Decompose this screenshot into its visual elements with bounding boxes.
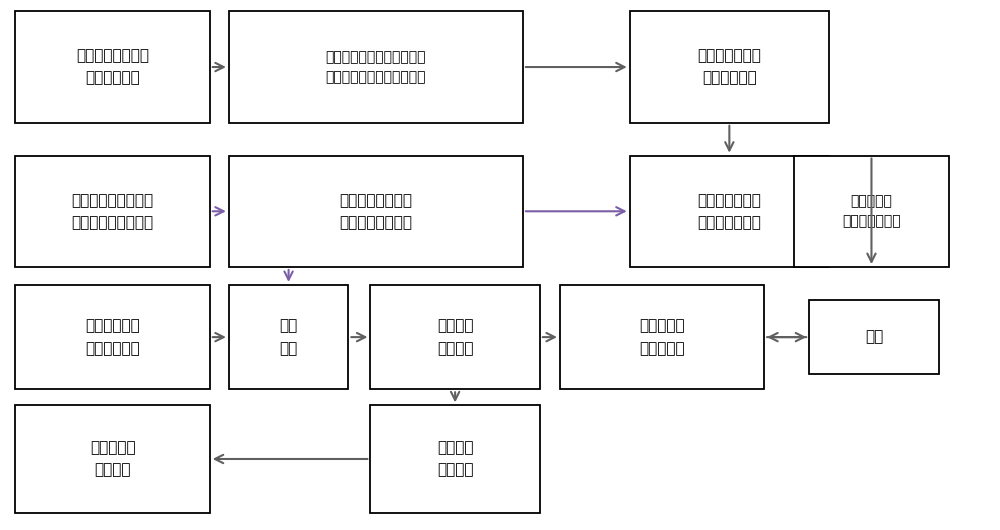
Bar (229, 156, 523, 267)
Text: 粒度符合特定分
布方程的浆料: 粒度符合特定分 布方程的浆料 (697, 48, 761, 86)
Bar (229, 285, 348, 390)
Text: 网带式干燥
机气流干燥: 网带式干燥 机气流干燥 (639, 319, 685, 356)
Bar (15, 285, 210, 390)
Bar (630, 11, 829, 123)
Bar (370, 285, 540, 390)
Text: 湿法介质磨剥类超
细磨优选：搅拌磨: 湿法介质磨剥类超 细磨优选：搅拌磨 (339, 193, 412, 230)
Bar (15, 156, 210, 267)
Text: 复合组模
连续挤出: 复合组模 连续挤出 (437, 319, 473, 356)
Bar (15, 405, 210, 513)
Bar (809, 300, 939, 374)
Text: 湿法搅拌磨钢质和刚玉质研
磨介质机械力化学超细粉碎: 湿法搅拌磨钢质和刚玉质研 磨介质机械力化学超细粉碎 (326, 50, 426, 84)
Text: 相变控温式
燃料组件: 相变控温式 燃料组件 (90, 440, 135, 478)
Bar (794, 156, 949, 267)
Text: 浓缩紧凝剂
粘结剂、调整剂: 浓缩紧凝剂 粘结剂、调整剂 (842, 194, 901, 228)
Text: 竹炭，隐晶质石墨
粒状配比原料: 竹炭，隐晶质石墨 粒状配比原料 (76, 48, 149, 86)
Text: 浓缩，过滤，混
炼捏合形成膏体: 浓缩，过滤，混 炼捏合形成膏体 (697, 193, 761, 230)
Text: 氮气保护
高温碳化: 氮气保护 高温碳化 (437, 440, 473, 478)
Bar (229, 11, 523, 123)
Bar (630, 156, 829, 267)
Bar (560, 285, 764, 390)
Bar (15, 11, 210, 123)
Text: 混炼
捏合: 混炼 捏合 (279, 319, 298, 356)
Text: 切割: 切割 (865, 330, 883, 345)
Text: 铝基共晶合金
相变蓄热粉体: 铝基共晶合金 相变蓄热粉体 (85, 319, 140, 356)
Text: 电气石，高岭土、粘
结剂，粒状配比原料: 电气石，高岭土、粘 结剂，粒状配比原料 (72, 193, 154, 230)
Bar (370, 405, 540, 513)
